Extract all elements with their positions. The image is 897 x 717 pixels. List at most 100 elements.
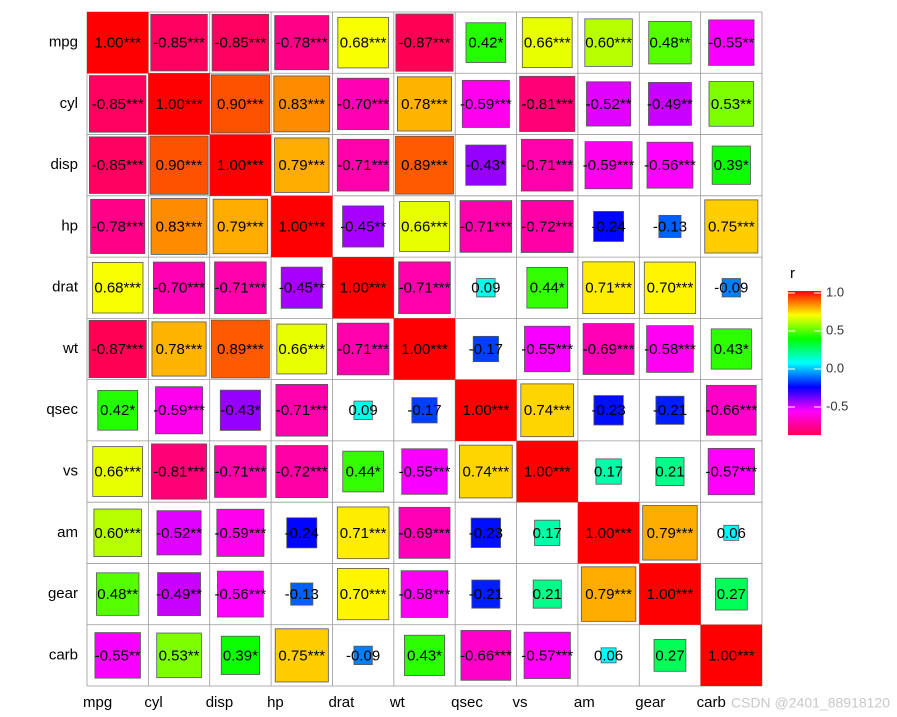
cell-square xyxy=(214,445,267,498)
cell-square xyxy=(220,635,260,675)
cell-square xyxy=(723,524,740,541)
value-label: 0.79*** xyxy=(585,586,632,603)
value-label: -0.45** xyxy=(279,280,325,297)
cell-square xyxy=(455,379,517,441)
value-label: -0.56*** xyxy=(644,157,696,174)
cell-square xyxy=(714,577,748,611)
value-label: 0.27 xyxy=(655,647,684,664)
cell-square xyxy=(342,450,384,493)
cell-square xyxy=(150,13,208,72)
value-label: -0.59*** xyxy=(460,96,512,113)
cell-square xyxy=(526,266,568,309)
colorbar-tick-label: 0.0 xyxy=(826,360,844,375)
value-label: 0.48** xyxy=(650,35,691,52)
value-label: 0.74*** xyxy=(463,464,510,481)
cell-square xyxy=(156,632,202,679)
cell-square xyxy=(524,325,571,373)
cell-square xyxy=(286,517,318,549)
cell-square xyxy=(155,386,204,435)
cell-square xyxy=(393,318,456,380)
value-label: 0.79*** xyxy=(217,218,264,235)
cell-square xyxy=(151,443,208,500)
value-label: 0.27 xyxy=(717,586,746,603)
value-label: 0.78*** xyxy=(401,96,448,113)
cell-square xyxy=(646,141,694,189)
value-label: 1.00*** xyxy=(647,586,694,603)
x-tick-label: mpg xyxy=(83,694,112,711)
cell-square xyxy=(411,397,438,424)
cell-square xyxy=(470,517,501,548)
value-label: -0.70*** xyxy=(153,280,205,297)
value-label: -0.09 xyxy=(346,647,380,664)
cell-square xyxy=(653,639,687,672)
cell-square xyxy=(459,200,513,253)
value-label: 0.42* xyxy=(468,35,503,52)
cell-square xyxy=(212,198,269,255)
value-label: -0.72*** xyxy=(276,464,328,481)
cell-square xyxy=(96,572,140,616)
value-label: 0.89*** xyxy=(217,341,264,358)
value-label: -0.56*** xyxy=(215,586,267,603)
value-label: -0.71*** xyxy=(399,280,451,297)
y-tick-label: qsec xyxy=(46,401,78,418)
value-label: -0.09 xyxy=(714,280,748,297)
cell-square xyxy=(523,631,571,679)
value-label: -0.13 xyxy=(653,218,687,235)
value-label: 0.71*** xyxy=(585,280,632,297)
cell-square xyxy=(210,74,270,134)
cell-square xyxy=(655,395,685,425)
value-label: 0.09 xyxy=(349,402,378,419)
cell-square xyxy=(398,506,451,559)
value-label: 0.53** xyxy=(159,647,200,664)
value-label: 0.21 xyxy=(533,586,562,603)
cell-square xyxy=(211,319,270,379)
value-label: -0.17 xyxy=(407,402,441,419)
cell-square xyxy=(274,137,330,193)
value-label: -0.57*** xyxy=(521,647,573,664)
value-label: -0.81*** xyxy=(153,464,205,481)
value-label: 0.06 xyxy=(594,647,623,664)
cell-square xyxy=(584,18,633,67)
cell-square xyxy=(658,214,682,238)
cell-square xyxy=(710,328,752,370)
value-label: -0.24 xyxy=(285,525,319,542)
cell-square xyxy=(150,198,208,255)
value-label: -0.85*** xyxy=(92,157,144,174)
cell-square xyxy=(332,257,394,319)
value-label: -0.70*** xyxy=(337,96,389,113)
cell-square xyxy=(342,205,385,248)
watermark: CSDN @2401_88918120 xyxy=(731,695,890,711)
cell-square xyxy=(152,261,206,314)
x-tick-label: disp xyxy=(206,694,234,711)
cell-square xyxy=(399,201,450,252)
value-label: -0.71*** xyxy=(337,341,389,358)
cell-square xyxy=(465,144,507,186)
x-tick-label: hp xyxy=(267,694,284,711)
value-label: -0.57*** xyxy=(705,464,757,481)
value-label: 0.83*** xyxy=(278,96,325,113)
cell-square xyxy=(593,211,625,242)
cell-square xyxy=(353,645,373,665)
value-label: 0.90*** xyxy=(217,96,264,113)
x-tick-label: wt xyxy=(389,694,406,711)
cell-square xyxy=(214,261,267,314)
cell-square xyxy=(459,444,513,499)
cell-square xyxy=(91,262,144,314)
cell-square xyxy=(471,579,501,609)
colorbar-tick-label: -0.5 xyxy=(826,398,848,413)
y-tick-label: mpg xyxy=(49,34,78,51)
cell-square xyxy=(648,82,692,126)
value-label: -0.78*** xyxy=(276,35,328,52)
cell-square xyxy=(336,506,390,560)
cell-square xyxy=(586,81,632,127)
cell-square xyxy=(97,389,138,431)
cell-square xyxy=(708,19,755,66)
value-label: -0.49** xyxy=(647,96,693,113)
value-label: -0.52** xyxy=(586,96,632,113)
cell-square xyxy=(148,73,210,135)
cell-square xyxy=(705,384,757,436)
value-label: 0.48** xyxy=(97,586,138,603)
cell-square xyxy=(156,510,202,556)
cell-square xyxy=(395,13,454,72)
